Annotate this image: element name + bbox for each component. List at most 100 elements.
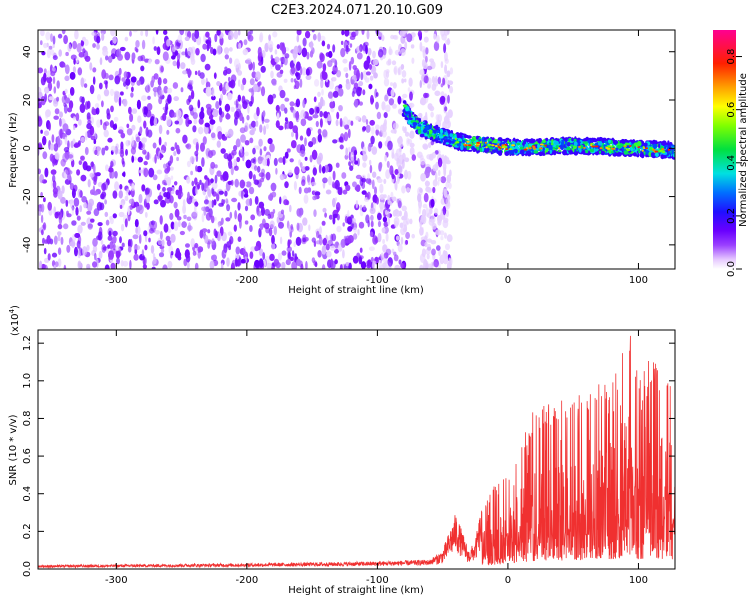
noise-cell [434,171,438,182]
noise-cell [108,230,112,237]
noise-cell [197,246,204,253]
noise-cell [431,248,436,256]
noise-cell [267,94,274,105]
noise-cell [204,122,210,128]
noise-cell [284,181,289,189]
noise-cell [372,235,378,245]
noise-cell [143,120,147,129]
noise-cell [420,97,427,106]
noise-cell [40,129,43,134]
snr-xtick-label: -100 [366,575,389,586]
noise-cell [281,250,287,256]
noise-cell [167,94,172,104]
noise-cell [80,174,87,182]
noise-cell [57,247,62,255]
noise-cell [244,122,249,132]
noise-cell [421,248,426,257]
noise-cell [43,264,48,269]
noise-cell [112,213,118,219]
noise-cell [295,111,300,121]
noise-cell [213,72,217,79]
noise-cell [94,149,98,155]
noise-cell [65,167,71,175]
noise-cell [134,201,140,208]
signal-cell [603,144,607,147]
signal-cell [660,154,665,160]
noise-cell [92,237,98,247]
noise-cell [349,35,356,40]
noise-cell [399,222,404,229]
snr-ytick-label: 1.0 [22,373,33,389]
noise-cell [233,158,237,168]
noise-cell [216,170,222,177]
noise-cell [73,116,76,121]
noise-cell [269,143,275,153]
noise-cell [252,174,256,182]
noise-cell [375,128,380,136]
signal-cell [411,116,416,121]
noise-cell [419,219,422,229]
noise-cell [352,233,358,240]
noise-cell [187,191,190,199]
noise-cell [367,173,370,180]
noise-cell [265,171,271,181]
signal-cell [567,142,571,147]
colorbar-tick-label: 0.2 [726,208,737,224]
noise-cell [362,70,368,81]
noise-cell [357,229,360,236]
noise-cell [76,43,83,53]
noise-cell [245,181,252,188]
noise-cell [118,96,122,107]
noise-cell [250,158,256,164]
noise-cell [403,78,407,83]
noise-cell [115,250,121,259]
noise-cell [427,103,433,110]
noise-cell [129,259,132,269]
noise-cell [139,126,143,134]
noise-cell [62,62,66,68]
noise-cell [311,190,316,196]
noise-cell [70,54,77,60]
noise-cell [127,239,131,248]
noise-cell [390,191,394,200]
noise-cell [302,99,306,109]
noise-cell [113,93,119,103]
noise-cell [279,69,284,74]
noise-cell [57,190,63,200]
noise-cell [360,261,367,269]
noise-cell [322,129,328,138]
signal-cell [435,139,439,144]
noise-cell [392,196,397,202]
signal-cell [573,141,578,146]
noise-cell [222,171,229,182]
signal-cell [526,150,532,154]
noise-cell [162,51,169,61]
noise-cell [391,148,395,157]
signal-peak [533,147,537,150]
noise-cell [166,116,172,127]
noise-cell [233,224,237,232]
noise-cell [82,36,86,42]
noise-cell [382,47,387,56]
noise-cell [353,82,359,90]
noise-cell [87,223,93,229]
signal-cell [408,112,412,118]
noise-cell [449,67,454,75]
noise-cell [119,204,123,209]
noise-cell [233,30,239,40]
noise-cell [193,107,197,113]
noise-cell [381,227,386,234]
noise-cell [260,86,266,97]
noise-cell [67,107,72,113]
noise-cell [334,248,339,254]
noise-cell [53,264,57,269]
noise-cell [425,166,432,173]
noise-cell [184,249,190,259]
signal-cell [424,133,428,137]
noise-cell [195,48,200,56]
noise-cell [321,220,326,226]
noise-cell [169,166,174,171]
noise-cell [194,150,199,157]
noise-cell [237,236,242,242]
noise-cell [137,115,142,123]
